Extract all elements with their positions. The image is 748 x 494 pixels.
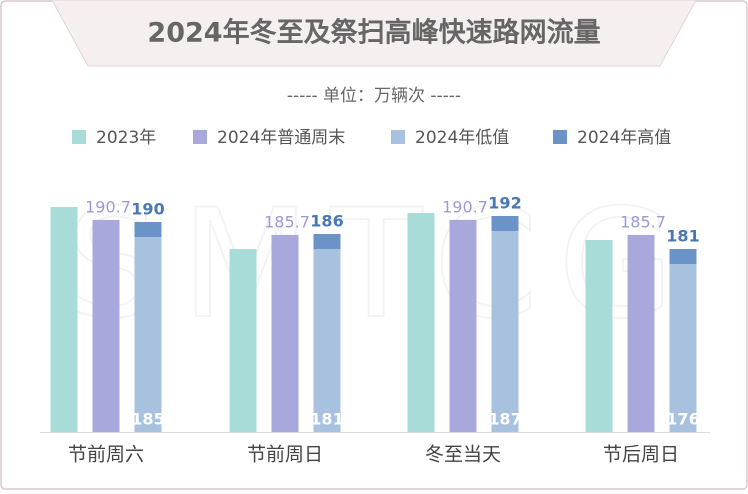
value-label: 187 <box>488 410 521 429</box>
legend-label: 2024年高值 <box>577 128 671 148</box>
chart-title: 2024年冬至及祭扫高峰快速路网流量 <box>147 17 600 49</box>
value-label: 176 <box>666 410 699 429</box>
bar <box>229 249 257 432</box>
bar <box>271 234 299 432</box>
bar <box>407 213 435 432</box>
legend-swatch <box>553 130 567 144</box>
bar <box>313 249 341 432</box>
legend-label: 2024年低值 <box>415 128 509 148</box>
legend-label: 2024年普通周末 <box>217 128 345 148</box>
legend-swatch <box>391 130 405 144</box>
value-label: 185.7 <box>620 212 666 231</box>
subtitle: ----- 单位：万辆次 ----- <box>287 86 461 106</box>
value-label: 192 <box>488 194 521 213</box>
watermark: SMTCG <box>66 178 694 352</box>
legend-swatch <box>72 130 86 144</box>
value-label: 190.7 <box>442 197 488 216</box>
x-tick-label: 节前周日 <box>247 444 323 466</box>
value-label: 190 <box>131 200 164 219</box>
value-label: 181 <box>666 227 699 246</box>
value-label: 181 <box>310 410 343 429</box>
value-label: 185.7 <box>264 212 310 231</box>
legend-swatch <box>193 130 207 144</box>
value-label: 190.7 <box>85 197 131 216</box>
value-label: 186 <box>310 212 343 231</box>
x-tick-label: 节后周日 <box>603 444 679 466</box>
bar <box>669 264 697 432</box>
title-box <box>51 0 697 67</box>
bar <box>491 231 519 432</box>
bar <box>50 207 78 432</box>
x-tick-label: 冬至当天 <box>425 444 501 466</box>
bar <box>92 219 120 432</box>
value-label: 185 <box>131 410 164 429</box>
legend-label: 2023年 <box>96 128 156 148</box>
x-tick-label: 节前周六 <box>68 444 144 466</box>
bar <box>449 219 477 432</box>
bar <box>134 237 162 432</box>
bar <box>627 234 655 432</box>
bar <box>585 240 613 432</box>
